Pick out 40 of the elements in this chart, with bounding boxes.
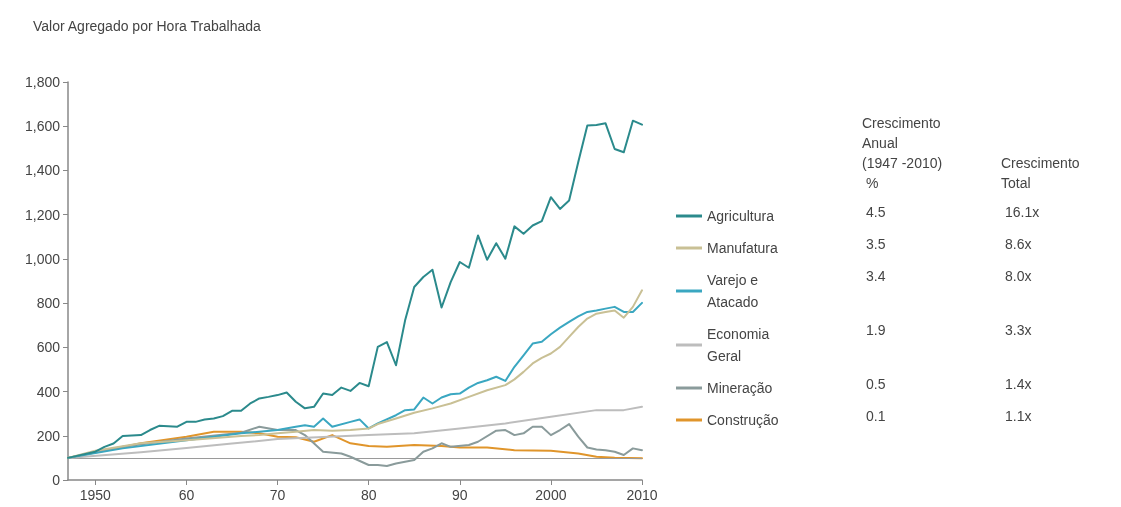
text: 1.4x	[1005, 376, 1032, 392]
y-tick-label: 800	[36, 295, 61, 312]
text: 4.5	[866, 204, 886, 220]
chart-title: Valor Agregado por Hora Trabalhada	[33, 18, 261, 34]
text: Crescimento Anual (1947 -2010) %	[862, 115, 943, 191]
text: 1.9	[866, 322, 886, 338]
x-tick-label: 80	[360, 487, 377, 503]
text: 1.1x	[1005, 408, 1032, 424]
text: 3.4	[866, 268, 886, 284]
legend-label: Manufatura	[707, 240, 779, 256]
legend-label: Economia Geral	[707, 326, 774, 364]
x-tick-label: 70	[269, 487, 286, 503]
y-tick-label: 1,600	[24, 118, 61, 135]
x-tick-label: 1950	[79, 487, 112, 503]
legend-label: Construção	[707, 412, 779, 428]
x-tick-label: 2000	[535, 487, 567, 503]
x-tick-label: 2010	[626, 487, 658, 503]
legend-label: Mineração	[707, 380, 773, 396]
x-tick-label: 60	[178, 487, 195, 503]
legend-label: Agricultura	[707, 208, 775, 224]
y-tick-label: 1,800	[24, 74, 61, 90]
text: 3.3x	[1005, 322, 1032, 338]
y-tick-label: 0	[52, 472, 61, 488]
y-tick-label: 600	[36, 339, 61, 356]
text: Crescimento Total	[1001, 155, 1080, 191]
y-tick-label: 1,200	[24, 206, 61, 223]
text: 8.0x	[1005, 268, 1032, 284]
x-tick-label: 90	[451, 487, 468, 503]
text: 0.1	[866, 408, 886, 424]
text: 3.5	[866, 236, 886, 252]
legend-label: Varejo e Atacado	[707, 272, 762, 310]
y-tick-label: 400	[36, 383, 61, 400]
y-tick-label: 1,000	[24, 250, 61, 267]
line-series	[67, 119, 643, 459]
y-tick-label: 200	[36, 427, 61, 444]
line-series	[67, 405, 643, 459]
text: 0.5	[866, 376, 886, 392]
text: 16.1x	[1005, 204, 1040, 220]
text: 8.6x	[1005, 236, 1032, 252]
y-tick-label: 1,400	[24, 162, 61, 179]
